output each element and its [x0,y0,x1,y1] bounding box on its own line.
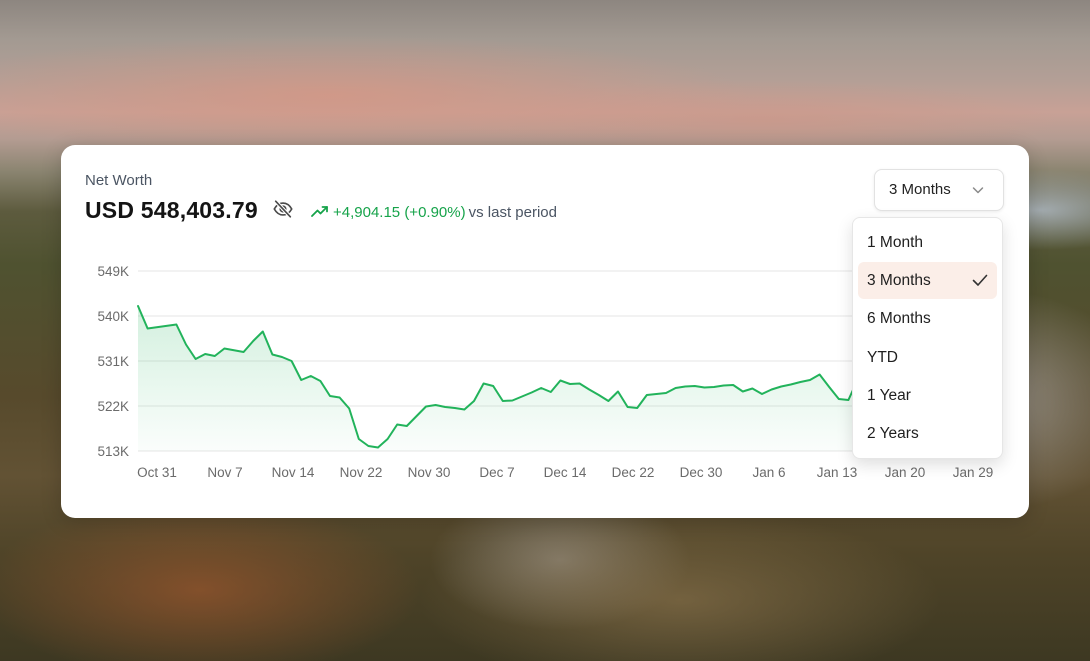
x-tick-label: Dec 7 [479,465,514,480]
period-option-ytd[interactable]: YTD [858,339,997,376]
y-tick-label: 513K [97,444,129,459]
check-icon [972,274,988,286]
change-indicator: +4,904.15 (+0.90%) vs last period [311,204,557,221]
trending-up-icon [311,206,328,217]
net-worth-line [137,305,859,449]
x-tick-label: Jan 13 [817,465,858,480]
y-tick-label: 531K [97,354,129,369]
x-tick-label: Nov 22 [340,465,383,480]
change-suffix: vs last period [468,204,557,221]
period-option-label: 1 Month [867,234,924,251]
y-axis: 549K 540K 531K 522K 513K [97,264,129,459]
period-select-button[interactable]: 3 Months [874,169,1004,211]
x-tick-label: Dec 30 [680,465,723,480]
chevron-down-icon [972,187,984,194]
period-option-1-month[interactable]: 1 Month [858,224,997,261]
y-tick-label: 522K [97,399,129,414]
period-option-label: 6 Months [867,310,931,327]
net-worth-value: USD 548,403.79 [85,197,258,223]
x-tick-label: Dec 14 [544,465,587,480]
net-worth-label: Net Worth [85,172,153,189]
period-option-2-years[interactable]: 2 Years [858,415,997,452]
x-tick-label: Nov 14 [272,465,315,480]
period-dropdown-menu: 1 Month 3 Months 6 Months YTD 1 Year 2 Y… [852,217,1003,459]
period-option-label: 3 Months [867,272,931,289]
net-worth-area [138,306,858,451]
x-tick-label: Jan 20 [885,465,926,480]
y-tick-label: 540K [97,309,129,324]
period-option-3-months[interactable]: 3 Months [858,262,997,299]
x-axis: Oct 31 Nov 7 Nov 14 Nov 22 Nov 30 Dec 7 Dec 14… [137,465,993,480]
x-tick-label: Dec 22 [612,465,655,480]
period-option-label: 1 Year [867,387,911,404]
net-worth-card: Net Worth USD 548,403.79 +4,904.15 (+0.9… [61,145,1029,518]
eye-off-icon[interactable] [272,198,294,220]
period-option-label: 2 Years [867,425,919,442]
x-tick-label: Nov 30 [408,465,451,480]
x-tick-label: Jan 29 [953,465,994,480]
x-tick-label: Oct 31 [137,465,177,480]
period-option-6-months[interactable]: 6 Months [858,300,997,337]
x-tick-label: Nov 7 [207,465,242,480]
period-option-1-year[interactable]: 1 Year [858,377,997,414]
period-select-value: 3 Months [889,181,951,198]
x-tick-label: Jan 6 [752,465,785,480]
period-option-label: YTD [867,349,898,366]
y-tick-label: 549K [97,264,129,279]
change-value: +4,904.15 (+0.90%) [333,204,466,221]
